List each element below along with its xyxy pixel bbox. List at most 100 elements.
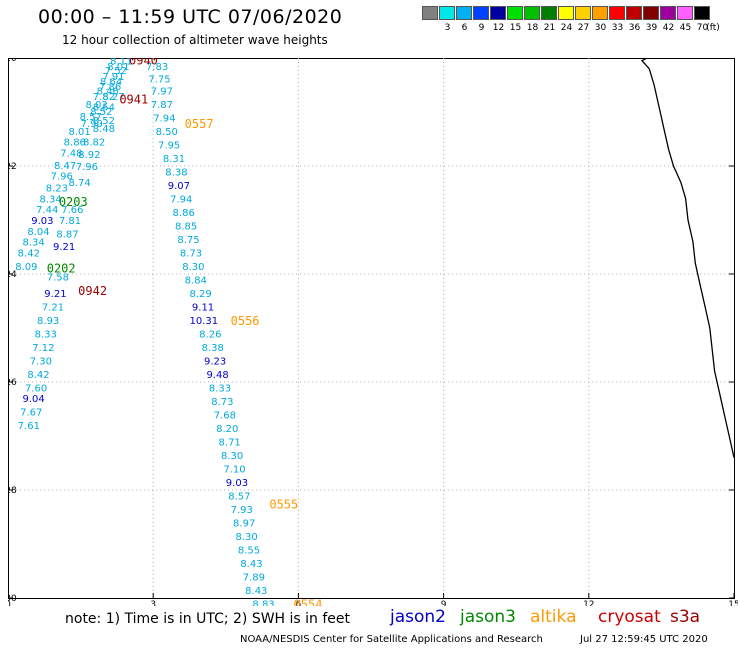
wave-height-label: 8.34 <box>39 194 61 205</box>
pass-time-label: 0556 <box>231 314 260 328</box>
scale-label: 36 <box>628 23 641 33</box>
scale-label: 24 <box>560 23 573 33</box>
wave-height-label: 8.42 <box>27 370 49 381</box>
wave-height-label: 8.26 <box>199 329 221 340</box>
wave-height-label: 7.90 <box>81 119 103 130</box>
credit-text: NOAA/NESDIS Center for Satellite Applica… <box>240 634 543 645</box>
wave-height-label: 8.75 <box>177 235 199 246</box>
wave-height-label: 7.81 <box>59 216 81 227</box>
scale-label: 18 <box>526 23 539 33</box>
wave-height-label: 7.94 <box>170 194 192 205</box>
wave-height-label: 8.48 <box>93 124 115 135</box>
scale-label: 33 <box>611 23 624 33</box>
wave-height-label: 8.43 <box>240 559 262 570</box>
scale-label: 6 <box>461 23 468 33</box>
wave-height-label: 7.30 <box>30 356 52 367</box>
wave-height-label: 7.96 <box>76 162 98 173</box>
y-tick-label: -22 <box>8 162 17 172</box>
wave-height-label: 8.73 <box>180 248 202 259</box>
wave-height-label: 8.74 <box>69 178 91 189</box>
scale-label: 39 <box>645 23 658 33</box>
scale-label: 9 <box>478 23 485 33</box>
wave-height-label: 9.21 <box>53 242 75 253</box>
wave-height-label: 8.52 <box>90 107 112 118</box>
legend-s3a: s3a <box>670 607 701 627</box>
wave-height-label: 8.64 <box>100 77 122 88</box>
map-subtitle: 12 hour collection of altimeter wave hei… <box>62 33 328 47</box>
x-tick-label: 0 <box>8 600 11 606</box>
wave-height-label: 7.95 <box>158 140 180 151</box>
scale-label: 12 <box>492 23 505 33</box>
y-tick-label: -20 <box>8 58 17 64</box>
x-tick-label: 3 <box>150 600 156 606</box>
wave-height-label: 8.54 <box>93 103 115 114</box>
scale-swatch <box>575 6 591 20</box>
legend-cryosat: cryosat <box>598 607 661 627</box>
x-tick-label: 6 <box>296 600 302 606</box>
pass-time-label: 0554 <box>294 597 323 606</box>
scale-label: 27 <box>577 23 590 33</box>
wave-height-label: 8.46 <box>97 86 119 97</box>
footer-note: note: 1) Time is in UTC; 2) SWH is in fe… <box>65 611 351 627</box>
scale-label: 45 <box>679 23 692 33</box>
scale-swatch <box>422 6 438 20</box>
wave-height-label: 7.75 <box>148 75 170 86</box>
pass-time-label: 0557 <box>185 117 214 131</box>
scale-label: 3 <box>444 23 451 33</box>
wave-height-label: 8.85 <box>175 221 197 232</box>
wave-height-label: 7.66 <box>61 205 83 216</box>
wave-height-label: 8.01 <box>69 127 91 138</box>
wave-height-label: 7.91 <box>102 72 124 83</box>
wave-height-label: 9.23 <box>204 356 226 367</box>
scale-swatch <box>439 6 455 20</box>
pass-time-label: 0942 <box>78 284 107 298</box>
pass-time-label: 0202 <box>47 262 76 276</box>
scale-swatch <box>609 6 625 20</box>
pass-time-label: 0203 <box>59 195 88 209</box>
x-tick-label: 12 <box>583 600 594 606</box>
wave-height-label: 8.50 <box>156 127 178 138</box>
scale-swatch <box>660 6 676 20</box>
scale-swatch <box>677 6 693 20</box>
wave-height-label: 7.60 <box>25 383 47 394</box>
wave-height-label: 8.33 <box>35 329 57 340</box>
wave-height-label: 8.11 <box>110 58 132 68</box>
wave-height-label: 7.87 <box>151 100 173 111</box>
wave-height-label: 7.82 <box>93 92 115 103</box>
scale-swatch <box>490 6 506 20</box>
wave-height-label: 8.31 <box>163 154 185 165</box>
wave-height-label: 8.57 <box>80 112 102 123</box>
wave-height-label: 7.58 <box>47 273 69 284</box>
wave-height-label: 8.87 <box>56 230 78 241</box>
pass-time-label: 0555 <box>269 498 298 512</box>
wave-height-label: 10.31 <box>190 316 219 327</box>
wave-height-label: 7.93 <box>231 505 253 516</box>
wave-height-label: 9.03 <box>226 478 248 489</box>
scale-label: 42 <box>662 23 675 33</box>
wave-height-label: 7.21 <box>42 302 64 313</box>
wave-height-label: 7.83 <box>146 62 168 73</box>
scale-swatch <box>694 6 710 20</box>
wave-height-label: 8.86 <box>173 208 195 219</box>
y-tick-label: -26 <box>8 378 17 388</box>
wave-height-label: 9.07 <box>168 181 190 192</box>
scale-swatch <box>592 6 608 20</box>
wave-height-label: 8.71 <box>219 437 241 448</box>
x-tick-label: 9 <box>441 600 447 606</box>
wave-height-label: 8.09 <box>15 262 37 273</box>
wave-height-label: 7.48 <box>60 149 82 160</box>
wave-height-label: 7.67 <box>20 408 42 419</box>
wave-height-label: 7.97 <box>151 86 173 97</box>
scale-swatch <box>541 6 557 20</box>
wave-height-label: 8.97 <box>233 518 255 529</box>
scale-swatch <box>558 6 574 20</box>
wave-height-label: 7.68 <box>214 410 236 421</box>
wave-height-label: 8.38 <box>202 343 224 354</box>
y-tick-label: -30 <box>8 594 17 604</box>
wave-height-label: 9.03 <box>31 216 53 227</box>
wave-height-label: 7.12 <box>32 343 54 354</box>
scale-swatch <box>643 6 659 20</box>
scale-label: 70 <box>696 23 709 33</box>
legend-jason2: jason2 <box>390 607 446 627</box>
scale-unit: (ft) <box>706 23 720 33</box>
